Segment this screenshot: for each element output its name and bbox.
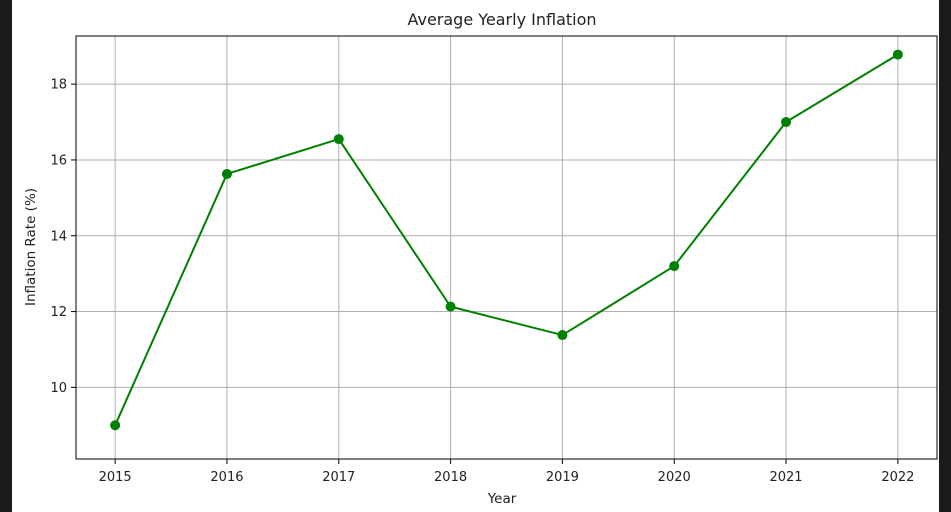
y-axis-label: Inflation Rate (%)	[23, 188, 39, 306]
grid-lines	[76, 36, 937, 459]
data-point-2016	[221, 168, 232, 179]
x-tick-label: 2015	[99, 470, 132, 485]
x-tick-label: 2016	[210, 470, 243, 485]
chart-title: Average Yearly Inflation	[407, 10, 596, 29]
data-point-2020	[669, 261, 680, 272]
data-point-2015	[110, 420, 121, 431]
x-tick-label: 2017	[322, 470, 355, 485]
data-point-2017	[333, 134, 344, 145]
series-line	[114, 53, 899, 426]
y-tick-label: 10	[50, 381, 67, 396]
data-point-2021	[781, 117, 792, 128]
y-tick-label: 12	[50, 305, 67, 320]
data-point-2018	[445, 301, 456, 312]
x-tick-label: 2021	[769, 470, 802, 485]
data-series	[110, 49, 903, 431]
x-axis-label: Year	[487, 491, 517, 507]
data-point-2019	[557, 330, 568, 341]
y-tick-label: 14	[50, 229, 67, 244]
y-tick-label: 18	[50, 78, 67, 93]
x-tick-label: 2020	[658, 470, 691, 485]
x-axis-tick-labels: 2015 2016 2017 2018 2019 2020 2021 2022	[99, 470, 915, 485]
line-chart: Average Yearly Inflation 2015 2016 2017 201…	[23, 10, 938, 507]
figure-canvas: Average Yearly Inflation 2015 2016 2017 201…	[12, 0, 939, 512]
y-axis-tick-labels: 10 12 14 16 18	[50, 78, 67, 396]
x-tick-label: 2019	[546, 470, 579, 485]
plot-area-frame	[75, 35, 938, 460]
x-tick-label: 2018	[434, 470, 467, 485]
y-tick-label: 16	[50, 153, 67, 168]
x-tick-label: 2022	[881, 470, 914, 485]
axis-ticks	[71, 83, 899, 464]
data-point-2022	[892, 49, 903, 60]
